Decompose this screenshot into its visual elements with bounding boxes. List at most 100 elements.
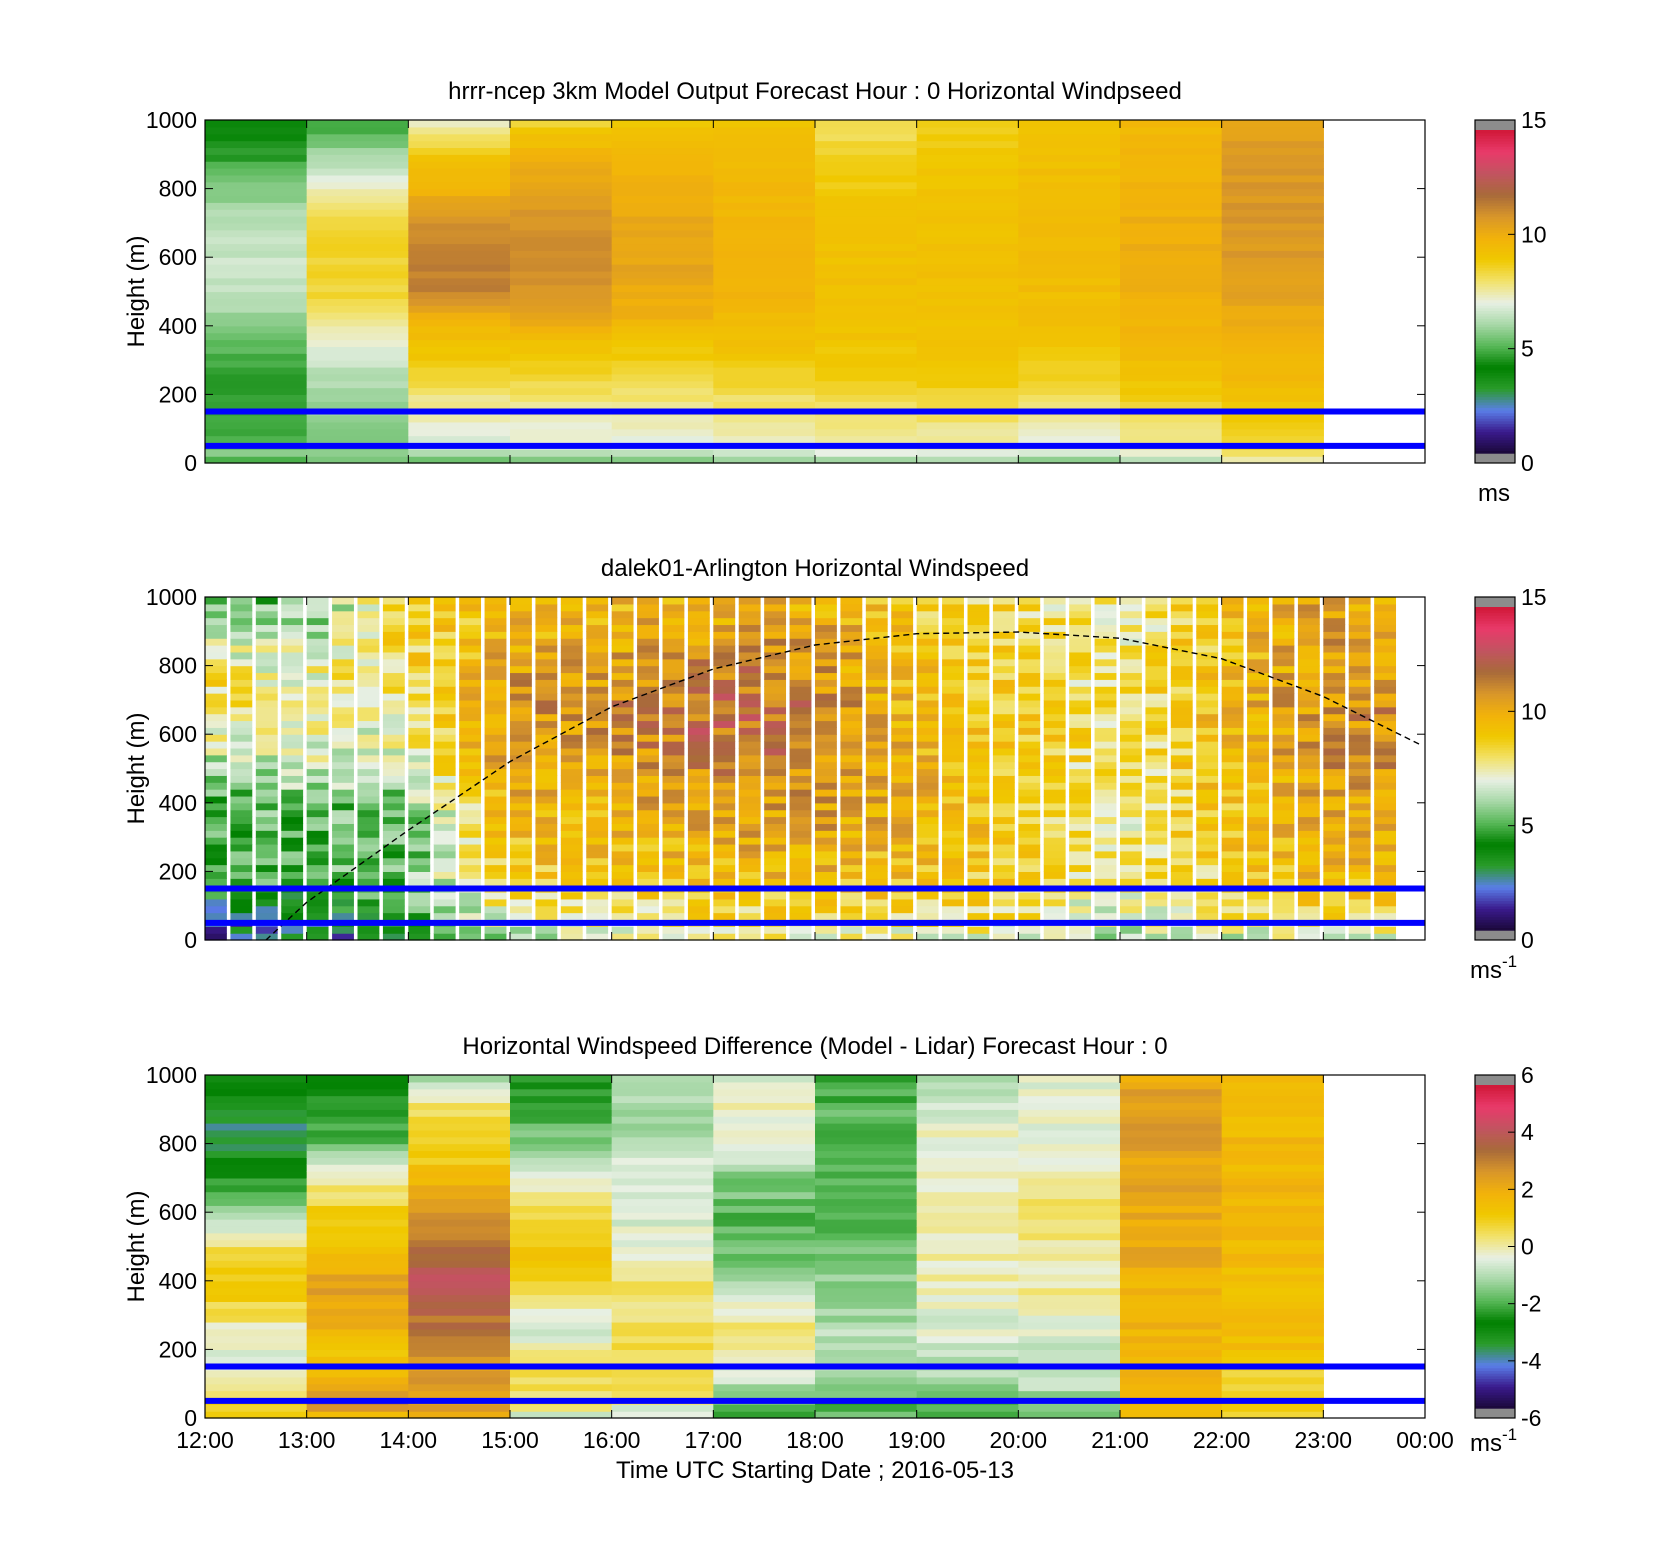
heatmap-cell bbox=[992, 864, 1015, 872]
heatmap-cell bbox=[789, 843, 812, 852]
heatmap-cell bbox=[535, 747, 558, 756]
heatmap-cell bbox=[815, 693, 837, 701]
heatmap-cell bbox=[1221, 871, 1244, 879]
heatmap-cell bbox=[586, 837, 609, 845]
colorbar-segment bbox=[1475, 296, 1515, 301]
heatmap-cell bbox=[738, 672, 761, 680]
heatmap-cell bbox=[891, 775, 914, 783]
heatmap-cell bbox=[764, 857, 787, 866]
heatmap-cell bbox=[916, 1075, 1019, 1083]
heatmap-cell bbox=[992, 850, 1015, 859]
heatmap-cell bbox=[205, 850, 227, 859]
heatmap-cell bbox=[332, 837, 354, 845]
heatmap-cell bbox=[230, 651, 253, 660]
heatmap-cell bbox=[815, 1273, 918, 1282]
colorbar-segment bbox=[1475, 1090, 1515, 1094]
heatmap-cell bbox=[611, 1123, 714, 1131]
heatmap-cell bbox=[713, 133, 816, 142]
heatmap-cell bbox=[484, 747, 507, 756]
colorbar-segment bbox=[1475, 881, 1515, 885]
heatmap-cell bbox=[1221, 339, 1324, 347]
heatmap-cell bbox=[1018, 1356, 1121, 1364]
heatmap-cell bbox=[382, 782, 405, 790]
heatmap-cell bbox=[916, 699, 939, 708]
heatmap-cell bbox=[205, 1109, 308, 1117]
heatmap-cell bbox=[510, 768, 532, 776]
heatmap-cell bbox=[1094, 665, 1117, 674]
colorbar-segment bbox=[1475, 342, 1515, 347]
heatmap-cell bbox=[815, 1383, 918, 1392]
heatmap-cell bbox=[1272, 597, 1295, 605]
heatmap-cell bbox=[611, 312, 714, 320]
heatmap-cell bbox=[1069, 693, 1092, 701]
heatmap-cell bbox=[357, 658, 380, 667]
heatmap-cell bbox=[1018, 325, 1121, 334]
heatmap-cell bbox=[1069, 933, 1092, 941]
heatmap-cell bbox=[382, 816, 405, 824]
heatmap-cell bbox=[306, 933, 329, 941]
heatmap-cell bbox=[586, 645, 609, 653]
heatmap-cell bbox=[1120, 1212, 1223, 1220]
heatmap-cell bbox=[382, 823, 405, 831]
colorbar-segment bbox=[1475, 401, 1515, 406]
heatmap-cells bbox=[205, 597, 1397, 941]
colorbar-segment bbox=[1475, 216, 1515, 220]
heatmap-cell bbox=[281, 891, 304, 900]
heatmap-cell bbox=[408, 1191, 511, 1200]
heatmap-cell bbox=[408, 1280, 511, 1289]
heatmap-cell bbox=[205, 174, 308, 183]
heatmap-cell bbox=[408, 174, 511, 183]
heatmap-cell bbox=[916, 610, 939, 619]
heatmap-cell bbox=[967, 658, 990, 667]
heatmap-cell bbox=[687, 864, 710, 872]
colorbar-segment bbox=[1475, 1286, 1515, 1291]
heatmap-cell bbox=[408, 243, 511, 251]
heatmap-cell bbox=[1120, 837, 1142, 845]
heatmap-cell bbox=[738, 699, 761, 708]
colorbar-segment bbox=[1475, 288, 1515, 293]
heatmap-cell bbox=[992, 768, 1015, 776]
heatmap-cell bbox=[510, 1102, 613, 1110]
heatmap-cell bbox=[891, 734, 914, 742]
heatmap-cell bbox=[916, 1177, 1019, 1186]
colorbar-segment bbox=[1475, 765, 1515, 770]
heatmap-cell bbox=[510, 658, 532, 667]
heatmap-cell bbox=[1145, 713, 1168, 722]
heatmap-cell bbox=[408, 1102, 511, 1110]
heatmap-cell bbox=[916, 380, 1019, 389]
colorbar-segment bbox=[1475, 283, 1515, 287]
heatmap-cell bbox=[306, 1308, 409, 1316]
heatmap-cell bbox=[1221, 809, 1244, 818]
heatmap-cell bbox=[1069, 898, 1092, 907]
heatmap-cell bbox=[713, 305, 816, 313]
heatmap-cell bbox=[586, 631, 609, 639]
heatmap-cell bbox=[815, 1239, 918, 1248]
heatmap-cell bbox=[916, 1191, 1019, 1200]
heatmap-cell bbox=[560, 802, 583, 811]
heatmap-cell bbox=[306, 1177, 409, 1186]
heatmap-cell bbox=[357, 864, 380, 872]
heatmap-cell bbox=[357, 823, 380, 831]
heatmap-cell bbox=[713, 631, 736, 639]
colorbar-segment bbox=[1475, 1397, 1515, 1401]
heatmap-cell bbox=[967, 823, 990, 831]
heatmap-cell bbox=[357, 699, 380, 708]
heatmap-cell bbox=[535, 720, 558, 728]
heatmap-cell bbox=[611, 1177, 714, 1186]
colorbar-segment bbox=[1475, 1111, 1515, 1116]
heatmap-cell bbox=[637, 631, 659, 639]
heatmap-cell bbox=[255, 720, 278, 728]
heatmap-cell bbox=[408, 1136, 511, 1145]
colorbar-segment bbox=[1475, 851, 1515, 856]
heatmap-cell bbox=[1145, 823, 1168, 831]
heatmap-cell bbox=[942, 905, 964, 914]
heatmap-cell bbox=[510, 631, 532, 639]
heatmap-cell bbox=[840, 686, 863, 694]
heatmap-cell bbox=[1069, 864, 1092, 872]
heatmap-cell bbox=[1221, 1116, 1324, 1124]
heatmap-cell bbox=[687, 754, 710, 763]
heatmap-cell bbox=[484, 782, 507, 790]
heatmap-cell bbox=[891, 809, 914, 818]
heatmap-cell bbox=[281, 864, 304, 872]
heatmap-cell bbox=[586, 782, 609, 790]
